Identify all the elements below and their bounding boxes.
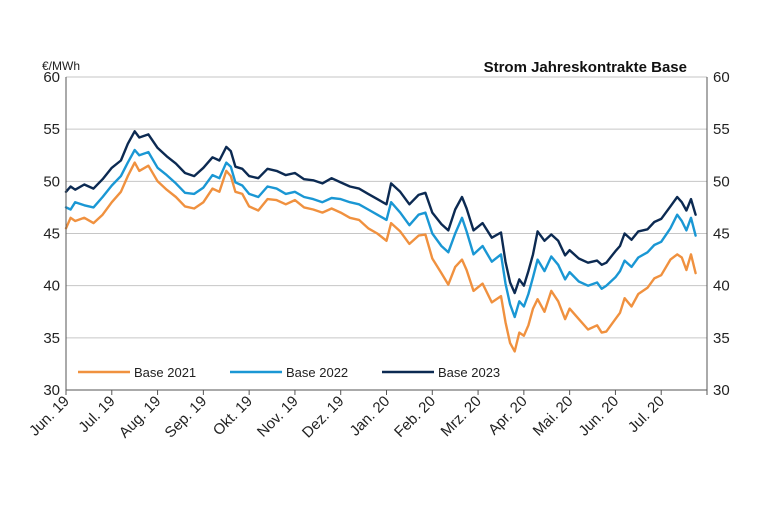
x-tick-label: Nov. 19 <box>254 393 302 441</box>
x-tick-label: Feb. 20 <box>391 393 439 441</box>
x-tick-label: Aug. 19 <box>116 393 165 442</box>
legend-label: Base 2022 <box>286 365 348 380</box>
y-tick-label-right: 35 <box>713 330 730 347</box>
gridlines <box>66 76 707 339</box>
series-lines <box>64 130 697 353</box>
series-line-base-2023 <box>64 130 697 295</box>
y-tick-label-right: 30 <box>713 382 730 399</box>
legend-label: Base 2021 <box>134 365 196 380</box>
x-tick-label: Dez. 19 <box>299 393 348 442</box>
y-tick-label-left: 35 <box>43 330 60 347</box>
y-tick-label-right: 40 <box>713 278 730 295</box>
y-tick-label-left: 55 <box>43 121 60 138</box>
y-tick-label-right: 50 <box>713 173 730 190</box>
legend-label: Base 2023 <box>438 365 500 380</box>
chart-title: Strom Jahreskontrakte Base <box>484 59 687 76</box>
y-tick-label-right: 45 <box>713 226 730 243</box>
x-tick-label: Apr. 20 <box>485 393 531 439</box>
x-tick-label: Jul. 19 <box>75 393 118 436</box>
y-tick-label-left: 45 <box>43 226 60 243</box>
y-tick-label-right: 55 <box>713 121 730 138</box>
y-tick-label-left: 60 <box>43 69 60 86</box>
x-tick-label: Jun. 19 <box>26 393 73 440</box>
y-axis-unit-label: €/MWh <box>42 59 80 73</box>
y-tick-label-right: 60 <box>713 69 730 86</box>
y-tick-label-left: 40 <box>43 278 60 295</box>
x-tick-label: Mrz. 20 <box>438 393 485 440</box>
x-tick-label: Jun. 20 <box>575 393 622 440</box>
y-tick-label-left: 50 <box>43 173 60 190</box>
x-tick-label: Mai. 20 <box>530 393 577 440</box>
series-line-base-2022 <box>64 148 697 319</box>
y-tick-label-left: 30 <box>43 382 60 399</box>
x-tick-label: Jan. 20 <box>347 393 394 440</box>
series-line-base-2021 <box>64 161 697 353</box>
x-tick-label: Jul. 20 <box>625 393 668 436</box>
x-tick-label: Sep. 19 <box>162 393 211 442</box>
x-tick-label: Okt. 19 <box>210 393 256 439</box>
legend: Base 2021 Base 2022 Base 2023 <box>78 365 500 380</box>
